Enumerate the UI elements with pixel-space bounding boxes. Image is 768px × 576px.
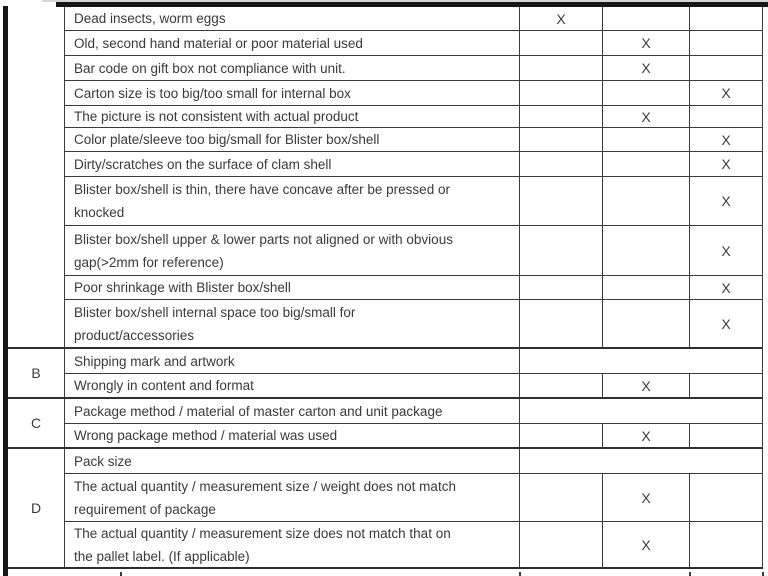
mark-cell-col1 [520, 374, 603, 399]
mark-cell-col2: X [603, 106, 690, 128]
defect-description-cell: Poor shrinkage with Blister box/shell [65, 276, 520, 300]
mark-cell-col3 [690, 374, 763, 399]
partial-next-row-line [762, 572, 764, 576]
mark-cell-col2 [603, 7, 690, 31]
mark-cell-col3: X [690, 276, 763, 300]
mark-cell-col2: X [603, 374, 690, 399]
defect-description-cell: The actual quantity / measurement size d… [65, 522, 520, 569]
mark-cell-col2 [603, 226, 690, 276]
table-left-border [3, 6, 8, 576]
mark-cell-col3 [690, 424, 763, 449]
defect-description-cell: Color plate/sleeve too big/small for Bli… [65, 128, 520, 152]
section-title-cell: Shipping mark and artwork [65, 349, 520, 374]
mark-cell-col1 [520, 106, 603, 128]
mark-cell-col3: X [690, 152, 763, 177]
defect-description-cell: Bar code on gift box not compliance with… [65, 56, 520, 81]
mark-cell-col3 [690, 106, 763, 128]
mark-cell-col3 [690, 31, 763, 56]
defect-description-cell: The picture is not consistent with actua… [65, 106, 520, 128]
mark-cell-col3 [690, 7, 763, 31]
mark-cell-col2 [603, 177, 690, 226]
mark-cell-col2: X [603, 424, 690, 449]
mark-cell-col2: X [603, 56, 690, 81]
mark-cell-col2 [603, 81, 690, 106]
mark-cell-col3 [690, 522, 763, 569]
mark-cell-col1 [520, 276, 603, 300]
mark-cell-col1 [520, 522, 603, 569]
partial-next-row-line [120, 572, 122, 576]
mark-cell-col1: X [520, 7, 603, 31]
mark-cell-col2 [603, 128, 690, 152]
defect-description-cell: Blister box/shell upper & lower parts no… [65, 226, 520, 276]
table-top-border [56, 2, 768, 7]
group-letter-cell-d: D [8, 449, 65, 569]
mark-cell-col3 [690, 474, 763, 522]
mark-cell-col3: X [690, 177, 763, 226]
mark-cell-col2 [603, 276, 690, 300]
mark-cell-col1 [520, 300, 603, 349]
group-letter-cell-a [8, 7, 65, 349]
mark-cell-col2: X [603, 31, 690, 56]
mark-cell-col1 [520, 31, 603, 56]
defect-classification-table: Dead insects, worm eggs X Old, second ha… [8, 7, 763, 569]
mark-cell-col1 [520, 81, 603, 106]
mark-cell-col1 [520, 424, 603, 449]
defect-description-cell: Blister box/shell is thin, there have co… [65, 177, 520, 226]
section-title-cell: Package method / material of master cart… [65, 399, 520, 424]
defect-description-cell: Wrongly in content and format [65, 374, 520, 399]
defect-description-cell: Old, second hand material or poor materi… [65, 31, 520, 56]
partial-next-row-line [519, 572, 521, 576]
defect-description-cell: Blister box/shell internal space too big… [65, 300, 520, 349]
mark-cell-col3: X [690, 300, 763, 349]
partial-next-row-line [689, 572, 691, 576]
mark-cell-col2: X [603, 474, 690, 522]
mark-cell-col1 [520, 128, 603, 152]
defect-description-cell: Dead insects, worm eggs [65, 7, 520, 31]
mark-cell-col2: X [603, 522, 690, 569]
mark-cell-col1 [520, 152, 603, 177]
merged-empty-cell [520, 399, 763, 424]
defect-description-cell: The actual quantity / measurement size /… [65, 474, 520, 522]
mark-cell-col1 [520, 177, 603, 226]
section-title-cell: Pack size [65, 449, 520, 474]
mark-cell-col3: X [690, 81, 763, 106]
mark-cell-col2 [603, 300, 690, 349]
mark-cell-col2 [603, 152, 690, 177]
defect-description-cell: Dirty/scratches on the surface of clam s… [65, 152, 520, 177]
group-letter-cell-b: B [8, 349, 65, 399]
mark-cell-col1 [520, 56, 603, 81]
mark-cell-col1 [520, 226, 603, 276]
defect-description-cell: Wrong package method / material was used [65, 424, 520, 449]
page-crop-top-line [42, 0, 768, 2]
mark-cell-col1 [520, 474, 603, 522]
merged-empty-cell [520, 349, 763, 374]
mark-cell-col3: X [690, 128, 763, 152]
group-letter-cell-c: C [8, 399, 65, 449]
mark-cell-col3: X [690, 226, 763, 276]
mark-cell-col3 [690, 56, 763, 81]
merged-empty-cell [520, 449, 763, 474]
defect-description-cell: Carton size is too big/too small for int… [65, 81, 520, 106]
